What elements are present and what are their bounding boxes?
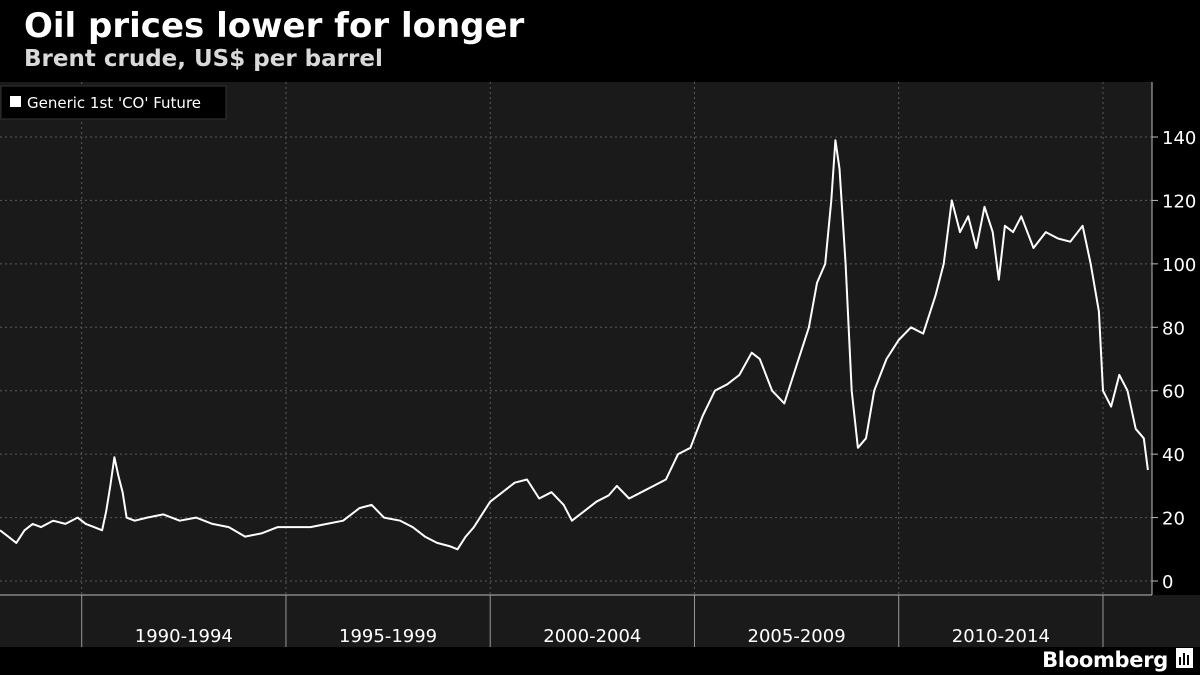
y-tick-label-40: 40 [1162, 445, 1185, 466]
chart-subtitle: Brent crude, US$ per barrel [24, 46, 383, 72]
bloomberg-terminal-icon [1176, 648, 1193, 668]
y-tick-label-80: 80 [1162, 318, 1185, 339]
y-axis-ticks: 0 20 40 60 80 100 120 140 [1152, 128, 1196, 593]
bloomberg-logo-text: Bloomberg [1042, 648, 1168, 672]
series-line-generic-1st-co-future [0, 139, 1149, 551]
legend-swatch [10, 96, 21, 107]
x-label-2005-2009: 2005-2009 [748, 626, 846, 647]
legend-label: Generic 1st 'CO' Future [27, 94, 201, 112]
y-tick-label-140: 140 [1162, 128, 1196, 149]
y-tick-label-60: 60 [1162, 382, 1185, 403]
y-tick-label-0: 0 [1162, 572, 1173, 593]
vertical-gridlines [81, 82, 1104, 595]
x-axis-period-labels: 1990-1994 1995-1999 2000-2004 2005-2009 2010… [135, 626, 1050, 647]
y-tick-label-120: 120 [1162, 191, 1196, 212]
x-label-2000-2004: 2000-2004 [543, 626, 641, 647]
x-label-1995-1999: 1995-1999 [339, 626, 437, 647]
legend-box [0, 85, 227, 120]
x-label-2010-2014: 2010-2014 [952, 626, 1050, 647]
x-axis-band [0, 595, 1200, 647]
x-axis-period-dividers [81, 595, 1104, 647]
y-tick-label-100: 100 [1162, 255, 1196, 276]
plot-background [0, 82, 1152, 595]
legend: Generic 1st 'CO' Future [0, 85, 227, 120]
x-label-1990-1994: 1990-1994 [135, 626, 233, 647]
y-tick-label-20: 20 [1162, 509, 1185, 530]
chart-title: Oil prices lower for longer [24, 6, 525, 46]
